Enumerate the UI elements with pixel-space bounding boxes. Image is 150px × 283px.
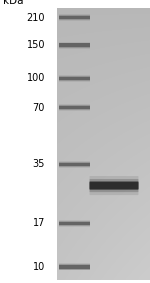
FancyBboxPatch shape — [90, 179, 138, 192]
Bar — [58, 105, 90, 110]
Bar — [58, 264, 90, 269]
Text: kDa: kDa — [3, 0, 24, 6]
Bar — [58, 265, 90, 269]
Text: 210: 210 — [27, 13, 45, 23]
Text: 150: 150 — [27, 40, 45, 50]
Bar — [58, 106, 90, 109]
Text: 70: 70 — [33, 103, 45, 113]
Bar — [58, 42, 90, 49]
FancyBboxPatch shape — [90, 176, 138, 195]
Bar — [58, 14, 90, 21]
Text: 100: 100 — [27, 73, 45, 83]
Bar — [58, 161, 90, 168]
Bar — [58, 76, 90, 81]
Bar — [58, 221, 90, 226]
Bar — [58, 162, 90, 167]
Text: 10: 10 — [33, 262, 45, 272]
FancyBboxPatch shape — [90, 182, 138, 189]
Bar — [58, 162, 90, 166]
Bar — [58, 42, 90, 48]
Bar — [58, 75, 90, 82]
Bar — [58, 16, 90, 20]
Bar — [58, 104, 90, 111]
Bar — [58, 15, 90, 20]
Bar — [58, 77, 90, 80]
FancyBboxPatch shape — [90, 181, 138, 190]
Bar — [58, 222, 90, 225]
Bar — [58, 44, 90, 47]
Bar — [58, 220, 90, 227]
Text: 17: 17 — [33, 218, 45, 228]
Text: 35: 35 — [33, 159, 45, 169]
Bar — [58, 263, 90, 270]
